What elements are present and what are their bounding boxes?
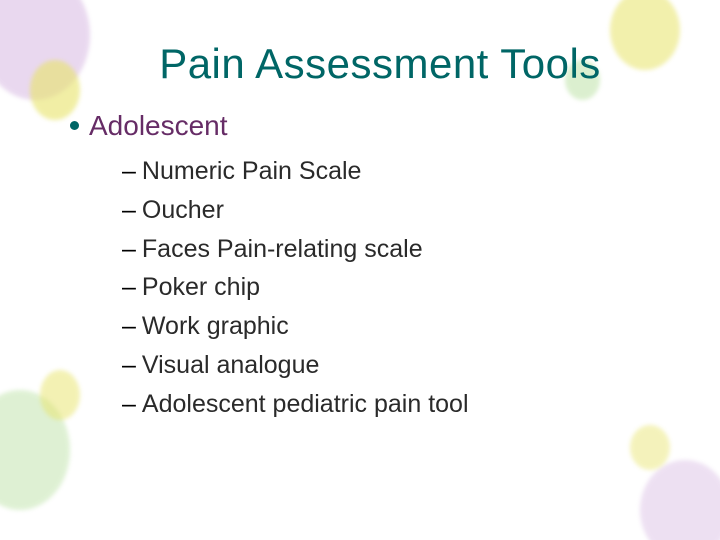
list-item-label: Adolescent pediatric pain tool xyxy=(142,390,469,418)
list-item-label: Faces Pain-relating scale xyxy=(142,235,423,263)
list-item-label: Visual analogue xyxy=(142,351,319,379)
list-item: –Adolescent pediatric pain tool xyxy=(122,385,680,424)
list-item-label: Numeric Pain Scale xyxy=(142,157,362,185)
dash-icon: – xyxy=(122,157,136,185)
bullet-level1-label: Adolescent xyxy=(89,110,228,141)
list-item-label: Poker chip xyxy=(142,273,260,301)
list-item: –Visual analogue xyxy=(122,346,680,385)
dash-icon: – xyxy=(122,351,136,379)
dash-icon: – xyxy=(122,273,136,301)
dash-icon: – xyxy=(122,235,136,263)
list-item-label: Work graphic xyxy=(142,312,289,340)
list-item: –Oucher xyxy=(122,191,680,230)
list-item: –Faces Pain-relating scale xyxy=(122,230,680,269)
bullet-level1: Adolescent xyxy=(70,110,680,142)
dash-icon: – xyxy=(122,196,136,224)
dash-icon: – xyxy=(122,312,136,340)
list-item: –Work graphic xyxy=(122,307,680,346)
list-item: –Poker chip xyxy=(122,268,680,307)
slide-body: Pain Assessment Tools Adolescent –Numeri… xyxy=(0,0,720,540)
list-item: –Numeric Pain Scale xyxy=(122,152,680,191)
sublist: –Numeric Pain Scale –Oucher –Faces Pain-… xyxy=(122,152,680,423)
bullet-dot-icon xyxy=(70,121,79,130)
slide-title: Pain Assessment Tools xyxy=(80,40,680,88)
dash-icon: – xyxy=(122,390,136,418)
list-item-label: Oucher xyxy=(142,196,224,224)
